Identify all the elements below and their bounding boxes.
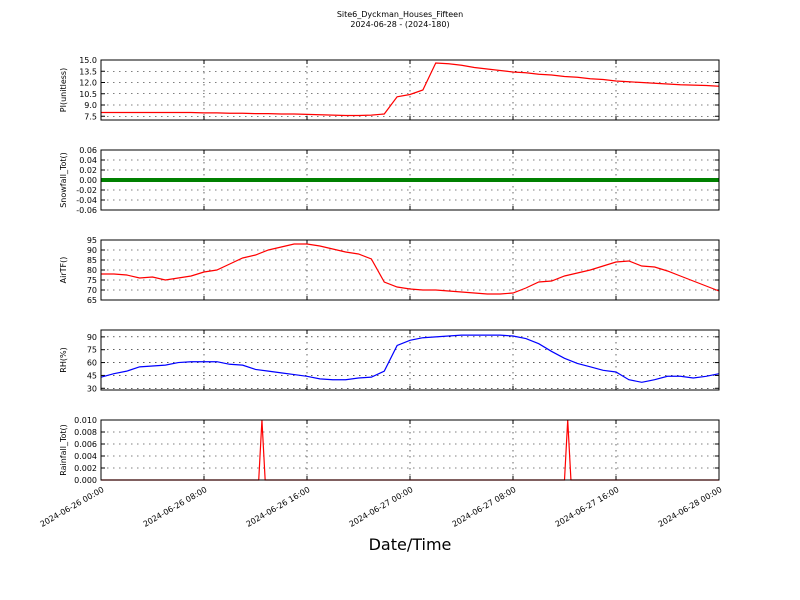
data-line [101, 62, 720, 117]
data-line [100, 334, 720, 383]
y-tick-label: 15.0 [79, 56, 97, 65]
plot-frame [100, 239, 720, 301]
y-axis-label: Snowfall_Tot() [59, 152, 68, 208]
y-tick-label: 0.04 [79, 156, 97, 165]
y-tick-label: 7.5 [84, 112, 97, 121]
plot-frame [100, 149, 720, 211]
y-tick-label: 90 [87, 246, 97, 255]
y-tick-label: 0.006 [74, 440, 97, 449]
y-tick-label: 75 [87, 276, 97, 285]
y-tick-label: -0.02 [76, 186, 97, 195]
y-tick-label: 65 [87, 296, 97, 305]
y-tick-label: 70 [87, 286, 97, 295]
chart-subtitle: 2024-06-28 - (2024-180) [350, 20, 449, 29]
y-tick-label: 85 [87, 256, 97, 265]
y-tick-label: 95 [87, 236, 97, 245]
y-axis-label: PI(unitless) [59, 68, 68, 112]
y-tick-label: 90 [87, 333, 97, 342]
plot-frame [100, 59, 720, 121]
y-tick-label: 0.000 [74, 476, 97, 485]
y-tick-label: 10.5 [79, 90, 97, 99]
x-axis-label: Date/Time [369, 535, 452, 554]
y-axis-label: Rainfall_Tot() [59, 424, 68, 476]
y-axis-label: RH(%) [59, 347, 68, 372]
y-tick-label: 0.010 [74, 416, 97, 425]
y-tick-label: 60 [87, 359, 97, 368]
y-tick-label: 45 [87, 371, 97, 380]
chart-title: Site6_Dyckman_Houses_Fifteen [337, 10, 463, 19]
plot-frame [100, 419, 720, 481]
y-tick-label: 9.0 [84, 101, 97, 110]
y-axis-label: AirTF() [59, 257, 68, 284]
y-tick-label: 0.008 [74, 428, 97, 437]
y-tick-label: 0.00 [79, 176, 97, 185]
y-tick-label: -0.04 [76, 196, 97, 205]
y-tick-label: 0.02 [79, 166, 97, 175]
y-tick-label: 75 [87, 346, 97, 355]
plot-frame [100, 329, 720, 391]
y-tick-label: 12.0 [79, 79, 97, 88]
y-tick-label: 0.002 [74, 464, 97, 473]
y-tick-label: 0.004 [74, 452, 97, 461]
data-line [101, 243, 720, 295]
y-tick-label: 0.06 [79, 146, 97, 155]
y-tick-label: 30 [87, 384, 97, 393]
y-tick-label: 13.5 [79, 67, 97, 76]
y-tick-label: -0.06 [76, 206, 97, 215]
y-tick-label: 80 [87, 266, 97, 275]
